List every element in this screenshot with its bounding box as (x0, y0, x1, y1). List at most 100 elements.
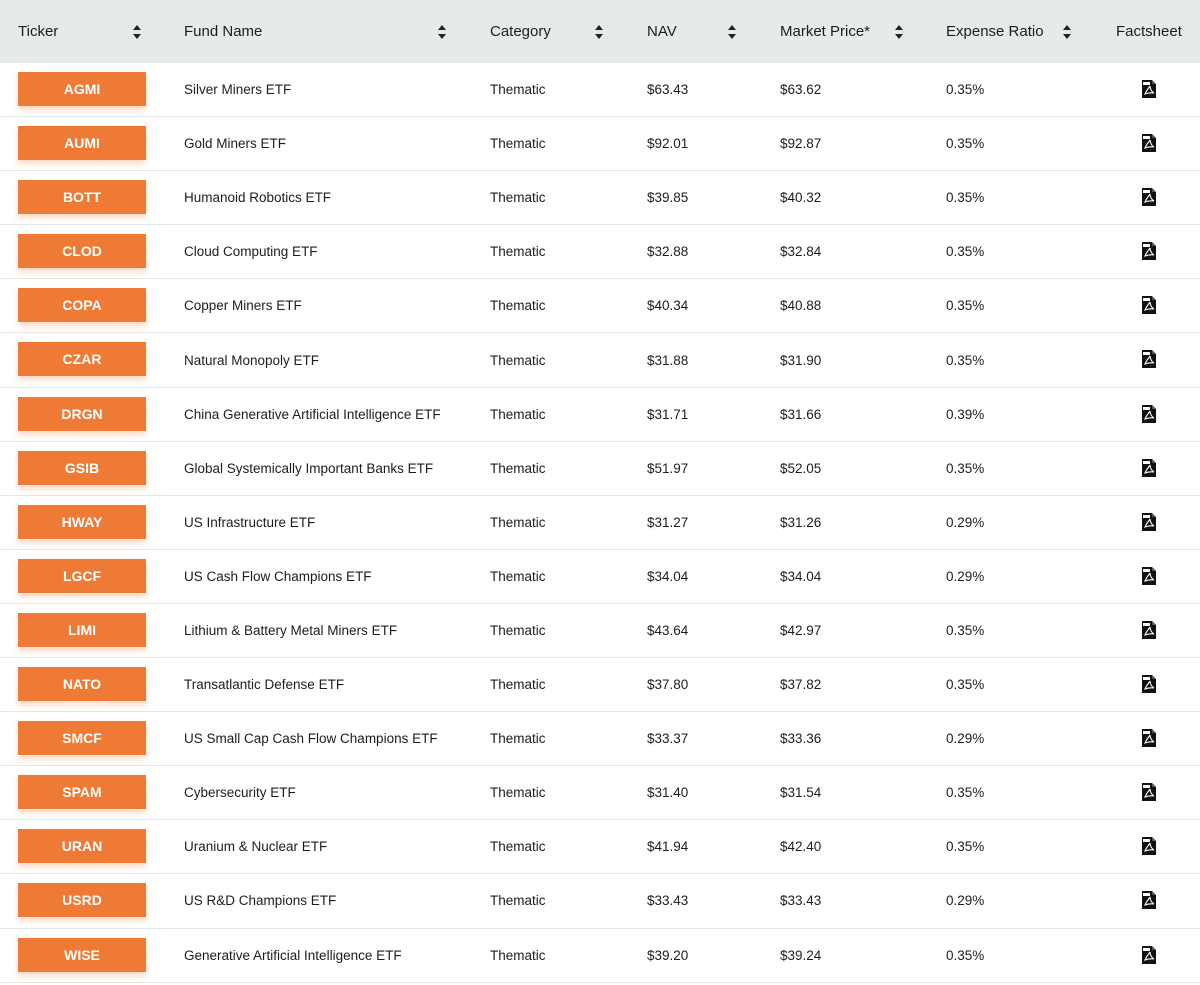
sort-market-price-icon[interactable] (894, 24, 904, 40)
pdf-file-icon[interactable] (1141, 242, 1157, 261)
table-body: AGMI Silver Miners ETF Thematic $63.43 $63.6… (0, 63, 1200, 983)
pdf-file-icon[interactable] (1141, 134, 1157, 153)
sort-ticker-icon[interactable] (132, 24, 142, 40)
category-cell: Thematic (490, 298, 546, 314)
ticker-button[interactable]: SPAM (18, 775, 146, 810)
header-factsheet: Factsheet (1116, 23, 1182, 40)
market-price-cell: $52.05 (780, 460, 822, 476)
fund-name-cell: Cybersecurity ETF (184, 785, 296, 801)
header-ticker[interactable]: Ticker (18, 23, 59, 40)
table-row: SPAM Cybersecurity ETF Thematic $31.40 $31.5… (0, 766, 1200, 821)
header-nav[interactable]: NAV (647, 23, 677, 40)
pdf-file-icon[interactable] (1141, 458, 1157, 477)
ticker-button[interactable]: BOTT (18, 180, 146, 215)
ticker-button[interactable]: AUMI (18, 126, 146, 161)
fund-name-cell: US R&D Champions ETF (184, 893, 337, 909)
ticker-button[interactable]: LIMI (18, 612, 146, 647)
ticker-button[interactable]: HWAY (18, 504, 146, 539)
pdf-file-icon[interactable] (1141, 891, 1157, 910)
category-cell: Thematic (490, 568, 546, 584)
ticker-button[interactable]: GSIB (18, 450, 146, 485)
ticker-button[interactable]: NATO (18, 667, 146, 702)
fund-name-cell: Cloud Computing ETF (184, 244, 318, 260)
nav-cell: $31.88 (647, 352, 689, 368)
fund-name-cell: China Generative Artificial Intelligence… (184, 406, 441, 422)
nav-cell: $37.80 (647, 677, 689, 693)
sort-nav-icon[interactable] (727, 24, 737, 40)
ticker-button[interactable]: COPA (18, 288, 146, 323)
expense-ratio-cell: 0.35% (946, 352, 985, 368)
market-price-cell: $33.36 (780, 731, 822, 747)
table-row: LIMI Lithium & Battery Metal Miners ETF Th… (0, 604, 1200, 659)
market-price-cell: $42.97 (780, 622, 822, 638)
pdf-file-icon[interactable] (1141, 188, 1157, 207)
category-cell: Thematic (490, 731, 546, 747)
ticker-button[interactable]: SMCF (18, 721, 146, 756)
nav-cell: $32.88 (647, 244, 689, 260)
category-cell: Thematic (490, 190, 546, 206)
table-row: CLOD Cloud Computing ETF Thematic $32.88 $32… (0, 225, 1200, 280)
sort-expense-ratio-icon[interactable] (1062, 24, 1072, 40)
pdf-file-icon[interactable] (1141, 675, 1157, 694)
pdf-file-icon[interactable] (1141, 512, 1157, 531)
pdf-file-icon[interactable] (1141, 80, 1157, 98)
category-cell: Thematic (490, 893, 546, 909)
pdf-file-icon[interactable] (1141, 783, 1157, 802)
nav-cell: $92.01 (647, 136, 689, 152)
table-row: LGCF US Cash Flow Champions ETF Thematic $3… (0, 550, 1200, 604)
ticker-button[interactable]: CZAR (18, 342, 146, 377)
ticker-button[interactable]: DRGN (18, 396, 146, 431)
nav-cell: $41.94 (647, 839, 689, 855)
pdf-file-icon[interactable] (1141, 837, 1157, 856)
pdf-file-icon[interactable] (1141, 404, 1157, 423)
pdf-file-icon[interactable] (1141, 296, 1157, 315)
table-header: Ticker Fund Name Category NAV Market Pri… (0, 0, 1200, 63)
market-price-cell: $31.54 (780, 785, 822, 801)
sort-category-icon[interactable] (594, 24, 604, 40)
pdf-file-icon[interactable] (1141, 945, 1157, 964)
fund-name-cell: Copper Miners ETF (184, 298, 302, 314)
expense-ratio-cell: 0.35% (946, 460, 985, 476)
market-price-cell: $63.62 (780, 82, 822, 98)
table-row: GSIB Global Systemically Important Banks … (0, 442, 1200, 496)
pdf-file-icon[interactable] (1141, 566, 1157, 585)
table-row: NATO Transatlantic Defense ETF Thematic $37… (0, 658, 1200, 713)
ticker-button[interactable]: USRD (18, 883, 146, 918)
pdf-file-icon[interactable] (1141, 620, 1157, 639)
market-price-cell: $39.24 (780, 947, 822, 963)
market-price-cell: $37.82 (780, 677, 822, 693)
table-row: SMCF US Small Cap Cash Flow Champions ETF… (0, 712, 1200, 767)
pdf-file-icon[interactable] (1141, 729, 1157, 748)
fund-name-cell: Lithium & Battery Metal Miners ETF (184, 622, 398, 638)
nav-cell: $33.37 (647, 731, 689, 747)
fund-name-cell: US Cash Flow Champions ETF (184, 568, 372, 584)
market-price-cell: $31.90 (780, 352, 822, 368)
fund-name-cell: Uranium & Nuclear ETF (184, 839, 328, 855)
sort-fund-name-icon[interactable] (437, 24, 447, 40)
nav-cell: $31.40 (647, 785, 689, 801)
ticker-button[interactable]: WISE (18, 937, 146, 972)
nav-cell: $34.04 (647, 568, 689, 584)
ticker-button[interactable]: CLOD (18, 234, 146, 269)
ticker-button[interactable]: AGMI (18, 72, 146, 106)
market-price-cell: $31.66 (780, 406, 822, 422)
header-fund-name[interactable]: Fund Name (184, 23, 263, 40)
expense-ratio-cell: 0.35% (946, 190, 985, 206)
expense-ratio-cell: 0.35% (946, 622, 985, 638)
header-expense-ratio[interactable]: Expense Ratio (946, 23, 1044, 40)
header-market-price[interactable]: Market Price* (780, 23, 871, 40)
category-cell: Thematic (490, 622, 546, 638)
ticker-button[interactable]: LGCF (18, 558, 146, 593)
category-cell: Thematic (490, 785, 546, 801)
fund-name-cell: Natural Monopoly ETF (184, 352, 320, 368)
market-price-cell: $42.40 (780, 839, 822, 855)
market-price-cell: $92.87 (780, 136, 822, 152)
pdf-file-icon[interactable] (1141, 350, 1157, 369)
ticker-button[interactable]: URAN (18, 829, 146, 864)
category-cell: Thematic (490, 460, 546, 476)
header-category[interactable]: Category (490, 23, 551, 40)
expense-ratio-cell: 0.35% (946, 947, 985, 963)
market-price-cell: $34.04 (780, 568, 822, 584)
expense-ratio-cell: 0.35% (946, 677, 985, 693)
category-cell: Thematic (490, 352, 546, 368)
